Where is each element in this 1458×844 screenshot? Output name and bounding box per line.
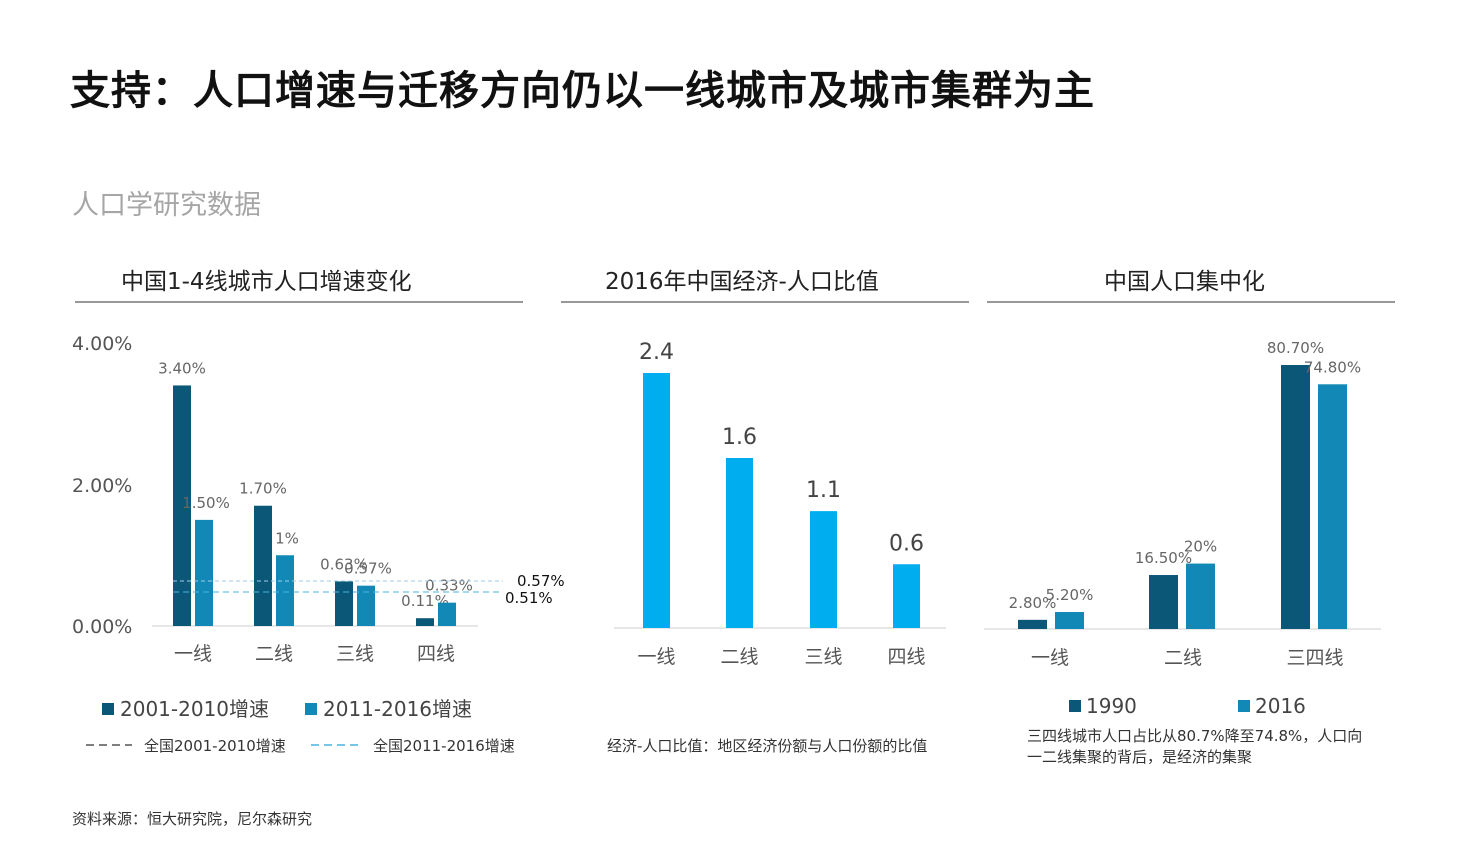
chart3-bar-1990-三四线 [1281, 365, 1310, 629]
chart2-category-label: 二线 [720, 646, 758, 668]
chart1-bar-2-四线 [438, 602, 456, 626]
chart1-reference-label: 0.51% [505, 589, 553, 607]
chart3-data-label: 2.80% [1009, 594, 1057, 612]
chart2-data-label: 1.1 [806, 478, 841, 503]
chart1-category-label: 三线 [336, 643, 374, 665]
chart1-bar-2-二线 [276, 555, 294, 626]
chart1-ytick-4: 4.00% [72, 333, 132, 355]
chart3-note-line-1: 三四线城市人口占比从80.7%降至74.8%，人口向 [1027, 727, 1362, 745]
chart1-legend-swatch-2 [305, 703, 317, 715]
chart3-data-label: 16.50% [1135, 549, 1192, 567]
chart3-bar-1990-一线 [1018, 619, 1047, 629]
chart3-category-label: 三四线 [1286, 647, 1343, 669]
chart3-data-label: 5.20% [1046, 586, 1094, 604]
chart3-data-label: 80.70% [1267, 339, 1324, 357]
chart1-category-label: 二线 [255, 643, 293, 665]
chart3-bar-1990-二线 [1149, 575, 1178, 629]
chart1-category-label: 四线 [417, 643, 455, 665]
chart3-note-line-2: 一二线集聚的背后，是经济的集聚 [1027, 748, 1252, 766]
chart2-note: 经济-人口比值：地区经济份额与人口份额的比值 [607, 737, 927, 755]
chart2-title: 2016年中国经济-人口比值 [605, 269, 879, 295]
chart3-legend-label-2: 2016 [1255, 694, 1306, 718]
chart1-bar-1-三线 [335, 581, 353, 626]
source-note: 资料来源：恒大研究院，尼尔森研究 [72, 810, 313, 828]
chart3-title: 中国人口集中化 [1104, 269, 1265, 295]
chart-concentration: 中国人口集中化 2.80% 16.50% 80.70% 5.20% 20% 74.80% 一… [984, 269, 1395, 766]
chart3-data-label: 74.80% [1304, 358, 1361, 376]
chart1-data-label: 0.63% [320, 555, 368, 573]
chart2-bar-一线 [643, 373, 670, 628]
chart2-data-label: 1.6 [722, 425, 757, 450]
chart1-data-label: 1% [275, 529, 299, 547]
chart1-bar-1-四线 [416, 618, 434, 626]
chart2-category-label: 一线 [637, 646, 675, 668]
chart1-bar-2-三线 [357, 585, 375, 626]
chart2-data-label: 2.4 [639, 340, 674, 365]
chart2-bar-二线 [726, 458, 753, 628]
chart3-legend-swatch-1 [1069, 700, 1081, 712]
chart1-title: 中国1-4线城市人口增速变化 [121, 269, 412, 295]
chart2-category-label: 三线 [804, 646, 842, 668]
chart2-category-label: 四线 [887, 646, 925, 668]
chart2-data-label: 0.6 [889, 531, 924, 556]
chart-growth: 中国1-4线城市人口增速变化 4.00% 2.00% 0.00% 3.40% 1.… [72, 269, 565, 755]
chart1-data-label: 3.40% [158, 359, 206, 377]
chart1-legend-label-2: 2011-2016增速 [323, 697, 472, 721]
chart1-bar-2-一线 [195, 519, 213, 626]
chart3-bar-2016-二线 [1186, 563, 1215, 629]
chart1-bar-1-一线 [173, 385, 191, 626]
chart3-legend-label-1: 1990 [1086, 694, 1137, 718]
chart1-ytick-0: 0.00% [72, 616, 132, 638]
page-title: 支持：人口增速与迁移方向仍以一线城市及城市集群为主 [70, 68, 1095, 114]
chart1-ytick-2: 2.00% [72, 475, 132, 497]
page-subtitle: 人口学研究数据 [72, 190, 261, 221]
chart2-bar-四线 [893, 564, 920, 628]
chart1-data-label: 1.50% [182, 494, 230, 512]
chart3-category-label: 二线 [1164, 647, 1202, 669]
chart1-reference-label: 0.57% [517, 572, 565, 590]
chart1-legend-swatch-1 [102, 703, 114, 715]
chart3-legend-swatch-2 [1238, 700, 1250, 712]
chart1-data-label: 0.11% [401, 592, 449, 610]
chart2-bar-三线 [810, 511, 837, 628]
chart1-legend-ref-label-2: 全国2011-2016增速 [373, 737, 515, 755]
chart3-bar-2016-一线 [1055, 611, 1084, 629]
chart1-category-label: 一线 [174, 643, 212, 665]
chart3-data-label: 20% [1184, 538, 1217, 556]
chart-economy-ratio: 2016年中国经济-人口比值 2.4 一线 1.6 二线 1.1 三线 0.6 四线 经济-人… [561, 269, 969, 755]
chart1-legend-label-1: 2001-2010增速 [120, 697, 269, 721]
chart1-data-label: 0.57% [344, 560, 392, 578]
chart1-data-label: 1.70% [239, 480, 287, 498]
chart1-legend-ref-label-1: 全国2001-2010增速 [144, 737, 286, 755]
chart1-bar-1-二线 [254, 505, 272, 626]
chart3-category-label: 一线 [1031, 647, 1069, 669]
chart3-bar-2016-三四线 [1318, 384, 1347, 629]
